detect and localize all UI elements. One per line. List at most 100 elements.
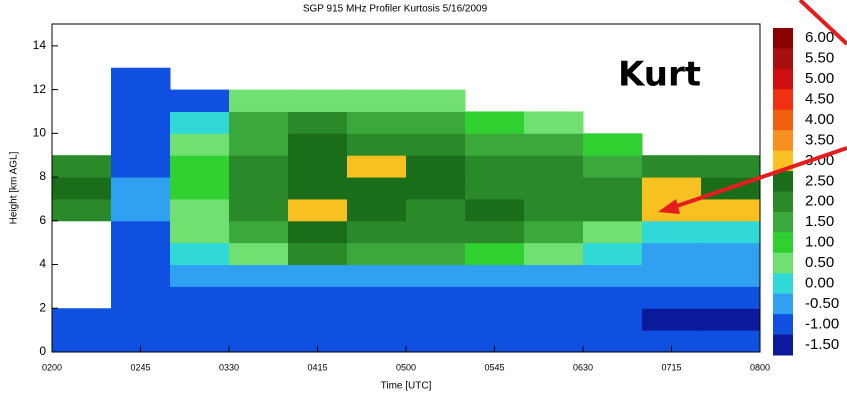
cell	[524, 177, 584, 200]
cell	[406, 155, 466, 178]
cell	[465, 308, 525, 331]
cell	[111, 155, 171, 178]
x-tick-label: 0800	[750, 362, 770, 372]
cell	[111, 242, 171, 266]
cell	[288, 155, 348, 178]
x-tick-label: 0415	[307, 362, 327, 372]
cell	[111, 220, 171, 244]
x-tick-label: 0245	[130, 362, 150, 372]
colorbar-label: 1.00	[805, 234, 834, 251]
cell	[642, 177, 702, 200]
cell	[642, 155, 702, 178]
cell	[170, 198, 230, 222]
cell	[347, 264, 407, 287]
cell	[52, 198, 112, 222]
cell	[288, 220, 348, 244]
cell	[701, 155, 761, 178]
cell	[170, 177, 230, 200]
y-axis-label: Height [km AGL]	[9, 151, 20, 224]
cell	[347, 286, 407, 309]
cell	[406, 264, 466, 287]
colorbar-swatch	[773, 171, 793, 192]
cell	[229, 177, 289, 200]
colorbar-swatch	[773, 252, 793, 274]
cell	[465, 198, 525, 222]
cell	[170, 89, 230, 112]
x-tick-label: 0200	[42, 362, 62, 372]
arrows	[658, 0, 847, 214]
colorbar-label: 2.00	[805, 193, 834, 210]
cell	[642, 242, 702, 266]
cell	[111, 264, 171, 287]
cell	[701, 198, 761, 222]
colorbar-label: -1.50	[805, 336, 839, 353]
x-tick-label: 0500	[396, 362, 416, 372]
cell	[229, 111, 289, 134]
cell	[288, 111, 348, 134]
cell	[229, 198, 289, 222]
y-tick-label: 2	[39, 300, 46, 314]
cell	[524, 111, 584, 134]
cell	[347, 177, 407, 200]
colorbar-swatch	[773, 130, 793, 152]
cell	[111, 133, 171, 156]
cell	[229, 155, 289, 178]
cell	[111, 286, 171, 309]
cell	[170, 308, 230, 331]
colorbar-label: 5.00	[805, 70, 834, 87]
colorbar-label: 4.00	[805, 111, 834, 128]
cell	[583, 133, 643, 156]
cell	[465, 111, 525, 134]
cell	[701, 220, 761, 244]
cell	[111, 111, 171, 134]
colorbar-swatch	[773, 68, 793, 90]
cell	[524, 133, 584, 156]
cell	[583, 286, 643, 309]
cell	[465, 286, 525, 309]
colorbar-swatch	[773, 334, 793, 356]
cell	[170, 286, 230, 309]
cell	[170, 111, 230, 134]
y-tick-label: 8	[39, 169, 46, 183]
cell	[524, 198, 584, 222]
cell	[701, 286, 761, 309]
arrow-head	[658, 199, 680, 214]
cell	[642, 330, 702, 353]
cell	[642, 220, 702, 244]
cell	[52, 330, 112, 353]
cell	[229, 264, 289, 287]
cell	[111, 198, 171, 222]
cell	[288, 286, 348, 309]
colorbar-label: 3.50	[805, 131, 834, 148]
cell	[406, 111, 466, 134]
cell	[288, 264, 348, 287]
cell	[524, 155, 584, 178]
cell	[170, 264, 230, 287]
y-tick-label: 12	[33, 82, 47, 96]
cell	[701, 330, 761, 353]
cell	[642, 286, 702, 309]
cell	[288, 242, 348, 266]
x-tick-label: 0630	[573, 362, 593, 372]
cell	[52, 155, 112, 178]
cell	[229, 220, 289, 244]
x-axis-label: Time [UTC]	[381, 381, 432, 392]
cell	[465, 177, 525, 200]
cell	[288, 198, 348, 222]
colorbar-label: 1.50	[805, 213, 834, 230]
y-tick-label: 14	[33, 38, 47, 52]
cell	[642, 308, 702, 331]
colorbar-label: -0.50	[805, 295, 839, 312]
chart-title: SGP 915 MHz Profiler Kurtosis 5/16/2009	[303, 4, 488, 15]
colorbar-swatch	[773, 273, 793, 295]
cell	[524, 330, 584, 353]
cell	[229, 133, 289, 156]
colorbar-swatch	[773, 28, 793, 49]
cell	[229, 242, 289, 266]
cell	[347, 133, 407, 156]
cell	[170, 242, 230, 266]
colorbar-label: 4.50	[805, 91, 834, 108]
cell	[111, 67, 171, 91]
cell	[524, 220, 584, 244]
colorbar-label: -1.00	[805, 315, 839, 332]
